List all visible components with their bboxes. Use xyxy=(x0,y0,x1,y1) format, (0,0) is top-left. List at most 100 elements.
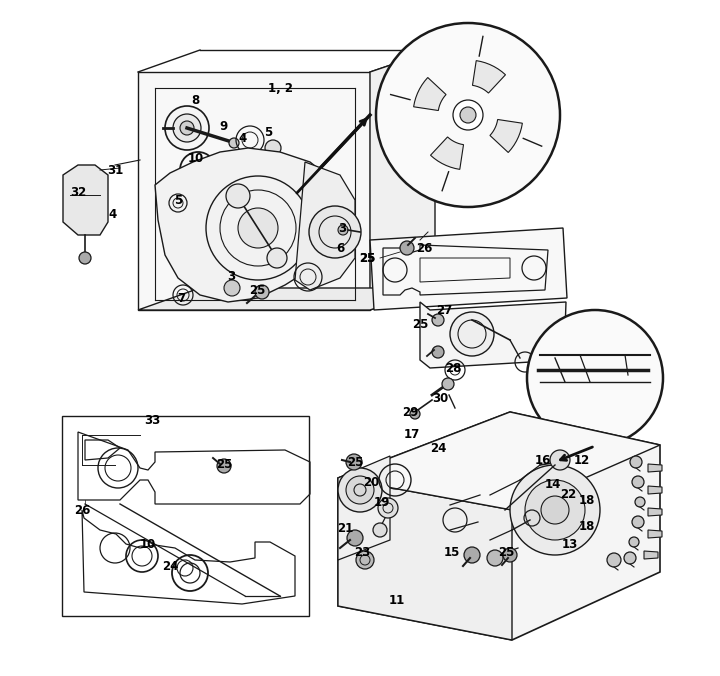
Circle shape xyxy=(464,547,480,563)
Text: 29: 29 xyxy=(402,406,418,418)
Polygon shape xyxy=(63,165,108,235)
Circle shape xyxy=(607,553,621,567)
Circle shape xyxy=(400,241,414,255)
Circle shape xyxy=(510,465,600,555)
Circle shape xyxy=(450,312,494,356)
Circle shape xyxy=(432,346,444,358)
Bar xyxy=(62,416,309,616)
Text: 25: 25 xyxy=(249,283,265,297)
Polygon shape xyxy=(420,302,566,368)
Circle shape xyxy=(550,450,570,470)
Circle shape xyxy=(338,468,382,512)
Text: 13: 13 xyxy=(562,539,578,552)
Text: 3: 3 xyxy=(227,270,235,283)
Text: 4: 4 xyxy=(109,208,117,222)
Circle shape xyxy=(527,310,663,446)
Circle shape xyxy=(632,516,644,528)
Text: 11: 11 xyxy=(389,594,405,606)
Text: 27: 27 xyxy=(436,304,452,316)
Text: 33: 33 xyxy=(144,414,160,427)
Circle shape xyxy=(373,523,387,537)
Circle shape xyxy=(432,314,444,326)
Text: 14: 14 xyxy=(545,477,561,491)
Polygon shape xyxy=(338,412,660,640)
Text: 1, 2: 1, 2 xyxy=(268,82,292,95)
Text: 19: 19 xyxy=(374,496,390,510)
Text: 30: 30 xyxy=(432,391,448,404)
Text: 26: 26 xyxy=(416,241,432,254)
Text: 32: 32 xyxy=(70,185,86,199)
Text: 4: 4 xyxy=(239,132,247,145)
Text: 20: 20 xyxy=(363,477,379,489)
Circle shape xyxy=(632,476,644,488)
Circle shape xyxy=(624,552,636,564)
Polygon shape xyxy=(648,530,662,538)
Polygon shape xyxy=(490,120,523,153)
Polygon shape xyxy=(155,148,342,302)
Text: 6: 6 xyxy=(336,241,344,254)
Circle shape xyxy=(635,497,645,507)
Polygon shape xyxy=(295,162,355,290)
Text: 18: 18 xyxy=(579,493,595,506)
Text: 25: 25 xyxy=(359,251,375,264)
Polygon shape xyxy=(370,50,435,310)
Text: 28: 28 xyxy=(445,362,462,375)
Polygon shape xyxy=(370,228,567,310)
Circle shape xyxy=(487,550,503,566)
Polygon shape xyxy=(648,486,662,494)
Circle shape xyxy=(410,409,420,419)
Polygon shape xyxy=(648,508,662,516)
Text: 9: 9 xyxy=(219,120,227,133)
Circle shape xyxy=(629,537,639,547)
Text: 25: 25 xyxy=(359,251,375,264)
Text: 7: 7 xyxy=(177,291,185,304)
Polygon shape xyxy=(644,551,658,559)
Circle shape xyxy=(453,100,483,130)
Text: 15: 15 xyxy=(444,546,460,558)
Polygon shape xyxy=(138,72,370,310)
Polygon shape xyxy=(413,78,446,110)
Polygon shape xyxy=(338,456,390,560)
Text: 16: 16 xyxy=(535,454,552,466)
Text: 8: 8 xyxy=(191,93,199,107)
Circle shape xyxy=(347,530,363,546)
Circle shape xyxy=(378,498,398,518)
Circle shape xyxy=(180,121,194,135)
Polygon shape xyxy=(338,478,512,640)
Text: 26: 26 xyxy=(74,504,90,516)
Circle shape xyxy=(541,496,569,524)
Text: 10: 10 xyxy=(140,539,156,552)
Text: 24: 24 xyxy=(430,441,446,454)
Circle shape xyxy=(525,480,585,540)
Circle shape xyxy=(503,548,517,562)
Text: 12: 12 xyxy=(574,454,590,466)
Text: 10: 10 xyxy=(188,151,204,164)
Circle shape xyxy=(217,459,231,473)
Circle shape xyxy=(267,248,287,268)
Text: 22: 22 xyxy=(560,487,576,500)
Circle shape xyxy=(229,138,239,148)
Text: 31: 31 xyxy=(107,164,123,176)
Polygon shape xyxy=(472,61,505,93)
Circle shape xyxy=(346,476,374,504)
Circle shape xyxy=(226,184,250,208)
Text: 23: 23 xyxy=(354,546,370,560)
Text: 17: 17 xyxy=(404,429,420,441)
Circle shape xyxy=(238,208,278,248)
Text: 3: 3 xyxy=(338,222,346,235)
Polygon shape xyxy=(338,412,660,510)
Text: 24: 24 xyxy=(162,560,178,573)
Text: 21: 21 xyxy=(337,521,353,535)
Circle shape xyxy=(255,285,269,299)
Circle shape xyxy=(309,206,361,258)
Text: 25: 25 xyxy=(216,458,232,470)
Circle shape xyxy=(79,252,91,264)
Circle shape xyxy=(265,140,281,156)
Polygon shape xyxy=(648,464,662,472)
Text: 18: 18 xyxy=(579,519,595,533)
Circle shape xyxy=(173,114,201,142)
Circle shape xyxy=(376,23,560,207)
Circle shape xyxy=(346,454,362,470)
Text: 5: 5 xyxy=(264,126,272,139)
Polygon shape xyxy=(431,137,464,170)
